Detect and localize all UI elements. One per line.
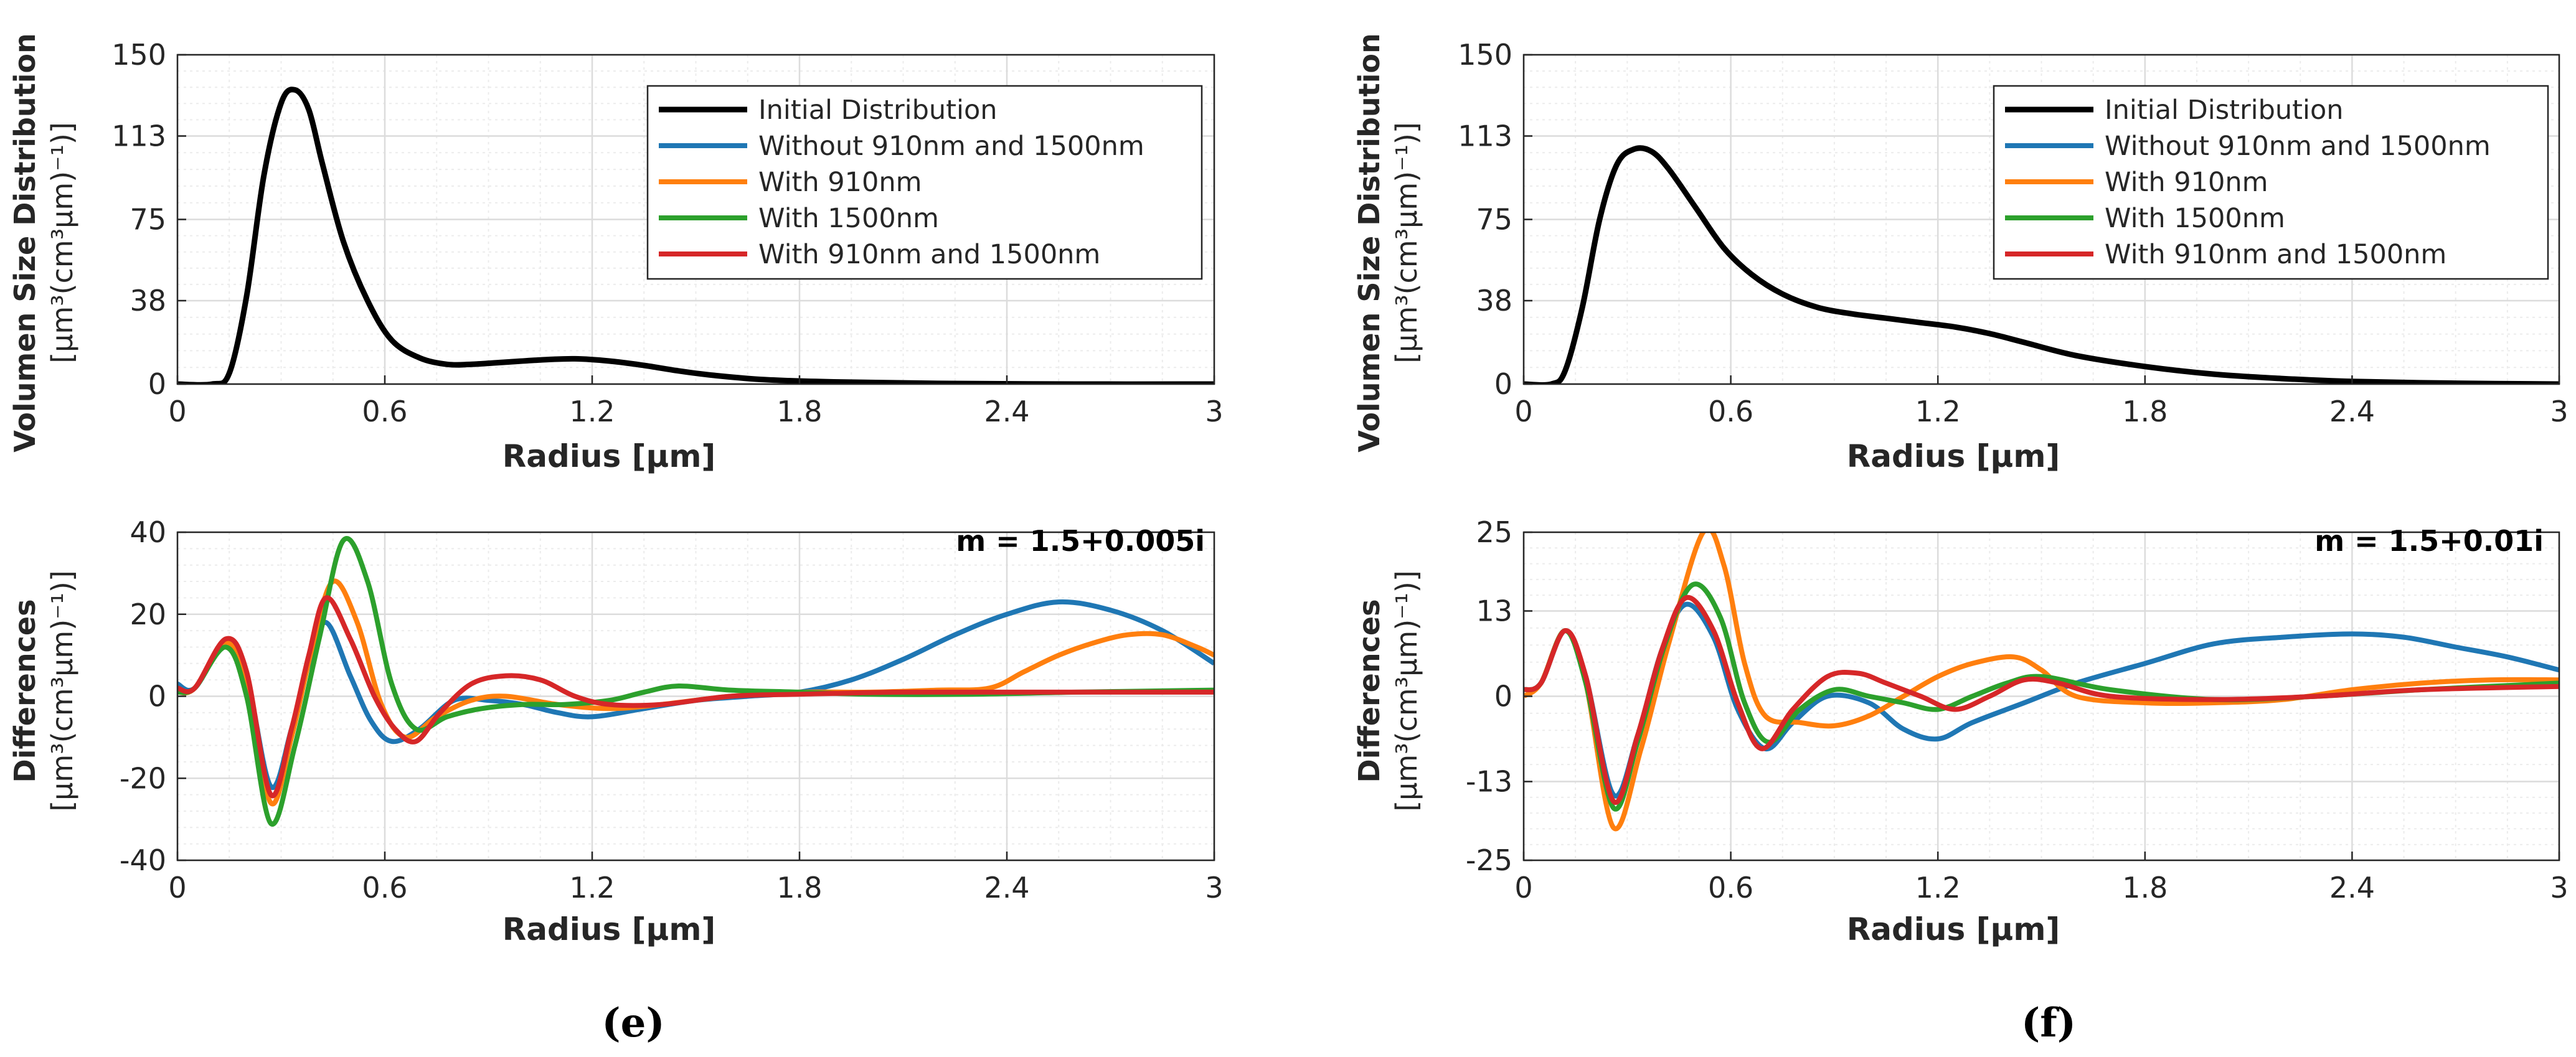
y-tick-label: 38 [1476,284,1512,317]
x-tick-label: 0 [1514,871,1532,904]
series-line-initial [177,87,1214,384]
x-tick-label: 1.8 [776,871,822,904]
x-axis-label: Radius [μm] [502,911,716,947]
x-tick-label: 2.4 [2329,395,2375,428]
y-tick-label: 113 [1458,119,1512,153]
y-axis-unit: [μm³(cm³μm)⁻¹)] [1390,122,1423,364]
panel-label-f: (f) [2021,1000,2076,1046]
legend-label: Initial Distribution [2105,95,2344,126]
y-tick-label: 0 [1494,367,1512,401]
x-tick-label: 2.4 [984,871,1029,904]
y-tick-label: 0 [148,680,166,713]
series-line-both [177,595,1214,799]
x-tick-label: 0.6 [1708,871,1753,904]
y-tick-label: -20 [120,761,166,795]
y-tick-label: -40 [120,843,166,877]
x-tick-label: 3 [1205,871,1223,904]
chart-e-bottom: 0 0.6 1.2 1.8 2.4 3 -40 -20 0 20 40 Radius [μm] Di… [8,515,1224,947]
y-tick-label: 150 [111,38,166,72]
x-tick-label: 3 [2550,871,2568,904]
legend-label: Without 910nm and 1500nm [2105,131,2491,162]
y-tick-label: 75 [1476,203,1512,237]
legend-label: With 1500nm [758,203,939,234]
x-tick-label: 2.4 [984,395,1029,428]
x-tick-label: 1.8 [2122,871,2168,904]
refractive-index-annotation: m = 1.5+0.005i [956,524,1205,558]
y-axis-label: Volumen Size Distribution [1352,33,1386,453]
legend-label: Without 910nm and 1500nm [758,131,1144,162]
x-axis-label: Radius [μm] [502,438,716,474]
series-line-initial [1524,145,2559,384]
y-axis-label: Differences [8,599,42,783]
legend-label: With 910nm and 1500nm [2105,239,2446,270]
panel-label-e: (e) [602,1000,664,1046]
legend-label: With 910nm [2105,167,2268,198]
y-tick-label: -13 [1466,765,1512,799]
x-tick-label: 1.2 [1915,395,1961,428]
x-tick-label: 0.6 [1708,395,1753,428]
y-axis-unit: [μm³(cm³μm)⁻¹)] [45,570,79,812]
chart-f-top: 0 0.6 1.2 1.8 2.4 3 0 38 75 113 150 Radius [μm] Vo… [1352,33,2569,474]
y-tick-label: 150 [1458,38,1512,72]
chart-e-top: 0 0.6 1.2 1.8 2.4 3 0 38 75 113 150 Radius [μm] Vo… [8,33,1224,474]
y-tick-label: 20 [130,598,166,631]
x-tick-label: 0 [1514,395,1532,428]
series-line-without [1524,601,2559,799]
legend-label: With 910nm [758,167,922,198]
x-tick-label: 1.8 [776,395,822,428]
x-tick-label: 1.2 [1915,871,1961,904]
legend-label: With 910nm and 1500nm [758,239,1100,270]
y-tick-label: 25 [1476,515,1512,549]
series-line-both [1524,594,2559,806]
x-tick-label: 1.2 [569,395,615,428]
x-tick-label: 3 [2550,395,2568,428]
y-axis-unit: [μm³(cm³μm)⁻¹)] [45,122,79,364]
chart-f-bottom: 0 0.6 1.2 1.8 2.4 3 -25 -13 0 13 25 Radius [μm] Di… [1352,515,2569,947]
refractive-index-annotation: m = 1.5+0.01i [2314,524,2544,558]
y-axis-unit: [μm³(cm³μm)⁻¹)] [1390,570,1423,812]
legend: Initial Distribution Without 910nm and 15… [1993,85,2549,280]
x-tick-label: 0.6 [362,395,407,428]
x-tick-label: 0.6 [362,871,407,904]
y-tick-label: -25 [1466,843,1512,877]
x-tick-label: 0 [168,871,186,904]
x-tick-label: 1.8 [2122,395,2168,428]
x-tick-label: 0 [168,395,186,428]
y-axis-label: Volumen Size Distribution [8,33,42,453]
legend-label: Initial Distribution [758,95,998,126]
x-tick-label: 1.2 [569,871,615,904]
legend-label: With 1500nm [2105,203,2285,234]
y-tick-label: 113 [111,119,166,153]
y-tick-label: 40 [130,515,166,549]
legend-box [646,85,1203,280]
y-tick-label: 0 [148,367,166,401]
series-line-with910 [177,578,1214,807]
y-tick-label: 13 [1476,594,1512,627]
legend: Initial Distribution Without 910nm and 15… [646,85,1203,280]
y-tick-label: 0 [1494,680,1512,713]
x-axis-label: Radius [μm] [1847,438,2060,474]
y-tick-label: 75 [130,203,166,237]
x-tick-label: 2.4 [2329,871,2375,904]
x-tick-label: 3 [1205,395,1223,428]
x-axis-label: Radius [μm] [1847,911,2060,947]
y-axis-label: Differences [1352,599,1386,783]
y-tick-label: 38 [130,284,166,317]
